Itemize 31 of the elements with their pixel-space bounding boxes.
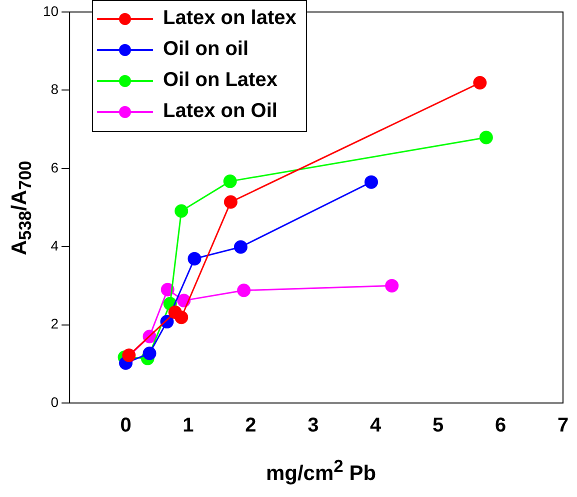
x-tick-label: 7 [557,414,569,437]
point [364,175,378,189]
x-tick-label: 5 [432,414,444,437]
y-tick-label: 10 [42,2,59,19]
y-tick-label: 8 [50,81,59,98]
x-tick-label: 3 [308,414,319,437]
x-tick-label: 4 [370,414,382,437]
legend-label: Oil on oil [163,38,249,61]
point [174,204,188,218]
x-tick-label: 2 [245,414,256,437]
point [234,240,248,254]
y-tick-label: 6 [50,159,59,176]
x-tick-label: 0 [120,414,132,437]
y-tick-label: 0 [50,394,59,410]
x-tick-label: 1 [182,414,194,437]
point [473,76,487,90]
y-tick-label: 4 [50,237,59,254]
point [237,284,251,298]
x-axis-title: mg/cm$^{2}$ Pb [264,456,378,486]
point [174,310,188,324]
y-tick-label: 2 [50,316,59,332]
legend-label: Latex on latex [163,7,296,30]
point [385,278,399,292]
point [479,130,493,144]
point [142,346,156,360]
point [188,252,202,266]
x-tick-label: 6 [494,414,506,437]
point [224,195,238,209]
legend-label: Latex on Oil [163,100,278,123]
legend-label: Oil on Latex [163,69,278,92]
point [223,174,237,188]
